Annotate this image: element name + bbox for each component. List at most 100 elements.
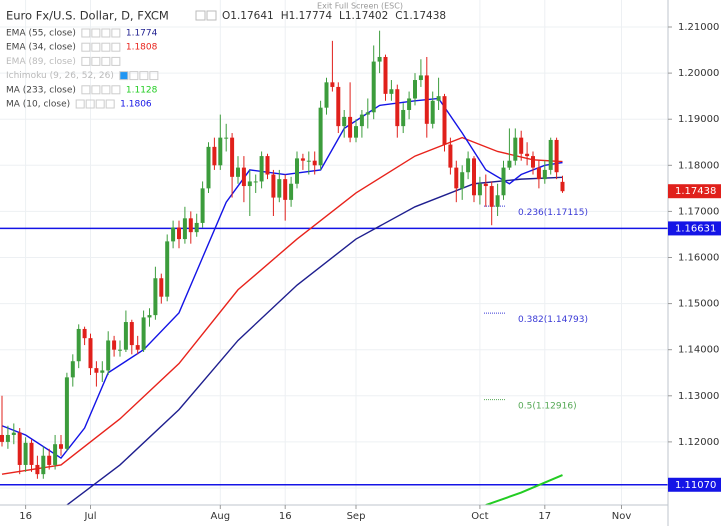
price-label-box — [668, 477, 721, 492]
legend-name[interactable]: EMA (34, close) — [6, 43, 76, 53]
legend-icon[interactable] — [111, 56, 121, 66]
legend-icon[interactable] — [111, 42, 121, 52]
candle-body — [525, 153, 530, 157]
legend-icon[interactable] — [91, 56, 101, 66]
legend-icon[interactable] — [81, 42, 91, 52]
y-tick-label: 1.16000 — [678, 253, 719, 264]
candle-body — [472, 158, 476, 196]
legend-icon[interactable] — [101, 56, 111, 66]
candle-body — [430, 100, 435, 124]
candle-body — [35, 464, 40, 475]
candle-body — [47, 455, 52, 465]
legend-icon[interactable] — [101, 28, 111, 38]
legend-icon[interactable] — [91, 28, 101, 38]
fib-paren: ) — [585, 315, 589, 325]
legend-name[interactable]: MA (10, close) — [6, 100, 70, 110]
legend-icon[interactable] — [81, 85, 91, 95]
fib-value: 1.12916 — [536, 401, 573, 411]
candle-body — [141, 317, 146, 350]
x-tick-label: Oct — [471, 511, 488, 522]
candle-body — [548, 139, 553, 170]
candle-body — [112, 340, 117, 350]
legend-icon[interactable] — [85, 99, 95, 109]
legend-icon[interactable] — [75, 99, 85, 109]
legend-icon[interactable] — [149, 71, 159, 81]
candle-body — [241, 167, 246, 187]
candle-body — [247, 181, 252, 187]
fullscreen-hint[interactable]: Exit Full Screen (ESC) — [317, 2, 403, 11]
candle-body — [448, 144, 453, 168]
x-tick-label: Aug — [211, 511, 231, 522]
candle-body — [519, 137, 524, 154]
y-tick-label: 1.19000 — [678, 114, 719, 125]
candle-body — [123, 322, 128, 350]
candle-body — [41, 455, 46, 475]
fib-paren: ) — [573, 401, 577, 411]
legend-icon[interactable] — [111, 28, 121, 38]
last-price-label: 1.17438 — [675, 186, 716, 197]
legend-name[interactable]: EMA (55, close) — [6, 29, 76, 39]
candle-body — [295, 158, 299, 184]
y-tick-label: 1.12000 — [678, 437, 719, 448]
candle-body — [259, 156, 264, 182]
legend-icon[interactable] — [81, 28, 91, 38]
last-price-box — [668, 184, 721, 199]
candle-body — [153, 278, 158, 316]
fib-value: 1.17115 — [547, 208, 584, 218]
legend-icon[interactable] — [111, 85, 121, 95]
legend-name[interactable]: MA (233, close) — [6, 85, 76, 95]
legend-value: 1.1806 — [120, 100, 152, 110]
x-tick-label: Jul — [83, 511, 96, 522]
candle-body — [289, 183, 294, 200]
plot-area: 0.236(1.17115) 0.382(1.14793) 0.5(1.12916) — [0, 30, 668, 505]
candle-body — [70, 361, 75, 378]
candle-body — [318, 107, 323, 166]
x-tick-label: Sep — [347, 511, 366, 522]
legend-name[interactable]: Ichimoku (9, 26, 52, 26) — [6, 71, 114, 81]
y-tick-label: 1.21000 — [678, 22, 719, 33]
fib-ratio: 0.5 — [518, 401, 532, 411]
candle-body — [371, 61, 376, 113]
candle-body — [194, 222, 199, 233]
candle-body — [283, 179, 288, 200]
candle-body — [407, 98, 412, 110]
ohlc-label: C — [395, 10, 402, 22]
candle-body — [483, 183, 488, 187]
fib-ratio: 0.236 — [518, 208, 544, 218]
legend-icon[interactable] — [101, 42, 111, 52]
ohlc-value: H1.17774 — [281, 10, 333, 22]
candle-body — [489, 186, 494, 207]
candle-body — [29, 442, 34, 465]
y-tick-label: 1.14000 — [678, 345, 719, 356]
candle-body — [171, 227, 176, 242]
candle-body — [59, 444, 63, 449]
candle-body — [312, 160, 317, 166]
candle-body — [477, 183, 482, 196]
legend-icon[interactable] — [139, 71, 149, 81]
indicator-line — [66, 176, 563, 505]
candle-body — [436, 96, 441, 101]
fib-label: 0.382(1.14793) — [518, 315, 588, 325]
legend-icon[interactable] — [105, 99, 115, 109]
legend-icon[interactable] — [91, 42, 101, 52]
candle-body — [389, 89, 394, 94]
legend-icon[interactable] — [95, 99, 105, 109]
legend-icon[interactable] — [91, 85, 101, 95]
candle-body — [129, 322, 134, 346]
legend-icon[interactable] — [81, 56, 91, 66]
candle-body — [23, 442, 28, 465]
legend-icon[interactable] — [101, 85, 111, 95]
header-icon[interactable] — [195, 10, 206, 21]
fib-label: 0.236(1.17115) — [518, 208, 588, 218]
header-icon[interactable] — [206, 10, 217, 21]
legend-name[interactable]: EMA (89, close) — [6, 57, 76, 67]
legend-icon[interactable] — [129, 71, 139, 81]
candle-body — [495, 195, 500, 207]
y-tick-label: 1.17000 — [678, 206, 719, 217]
ohlc-value: L1.17402 — [339, 10, 388, 22]
fib-paren: ( — [532, 401, 536, 411]
legend-icon[interactable] — [119, 71, 129, 81]
candle-body — [442, 96, 447, 145]
candle-body — [135, 345, 140, 350]
candle-body — [365, 112, 370, 115]
